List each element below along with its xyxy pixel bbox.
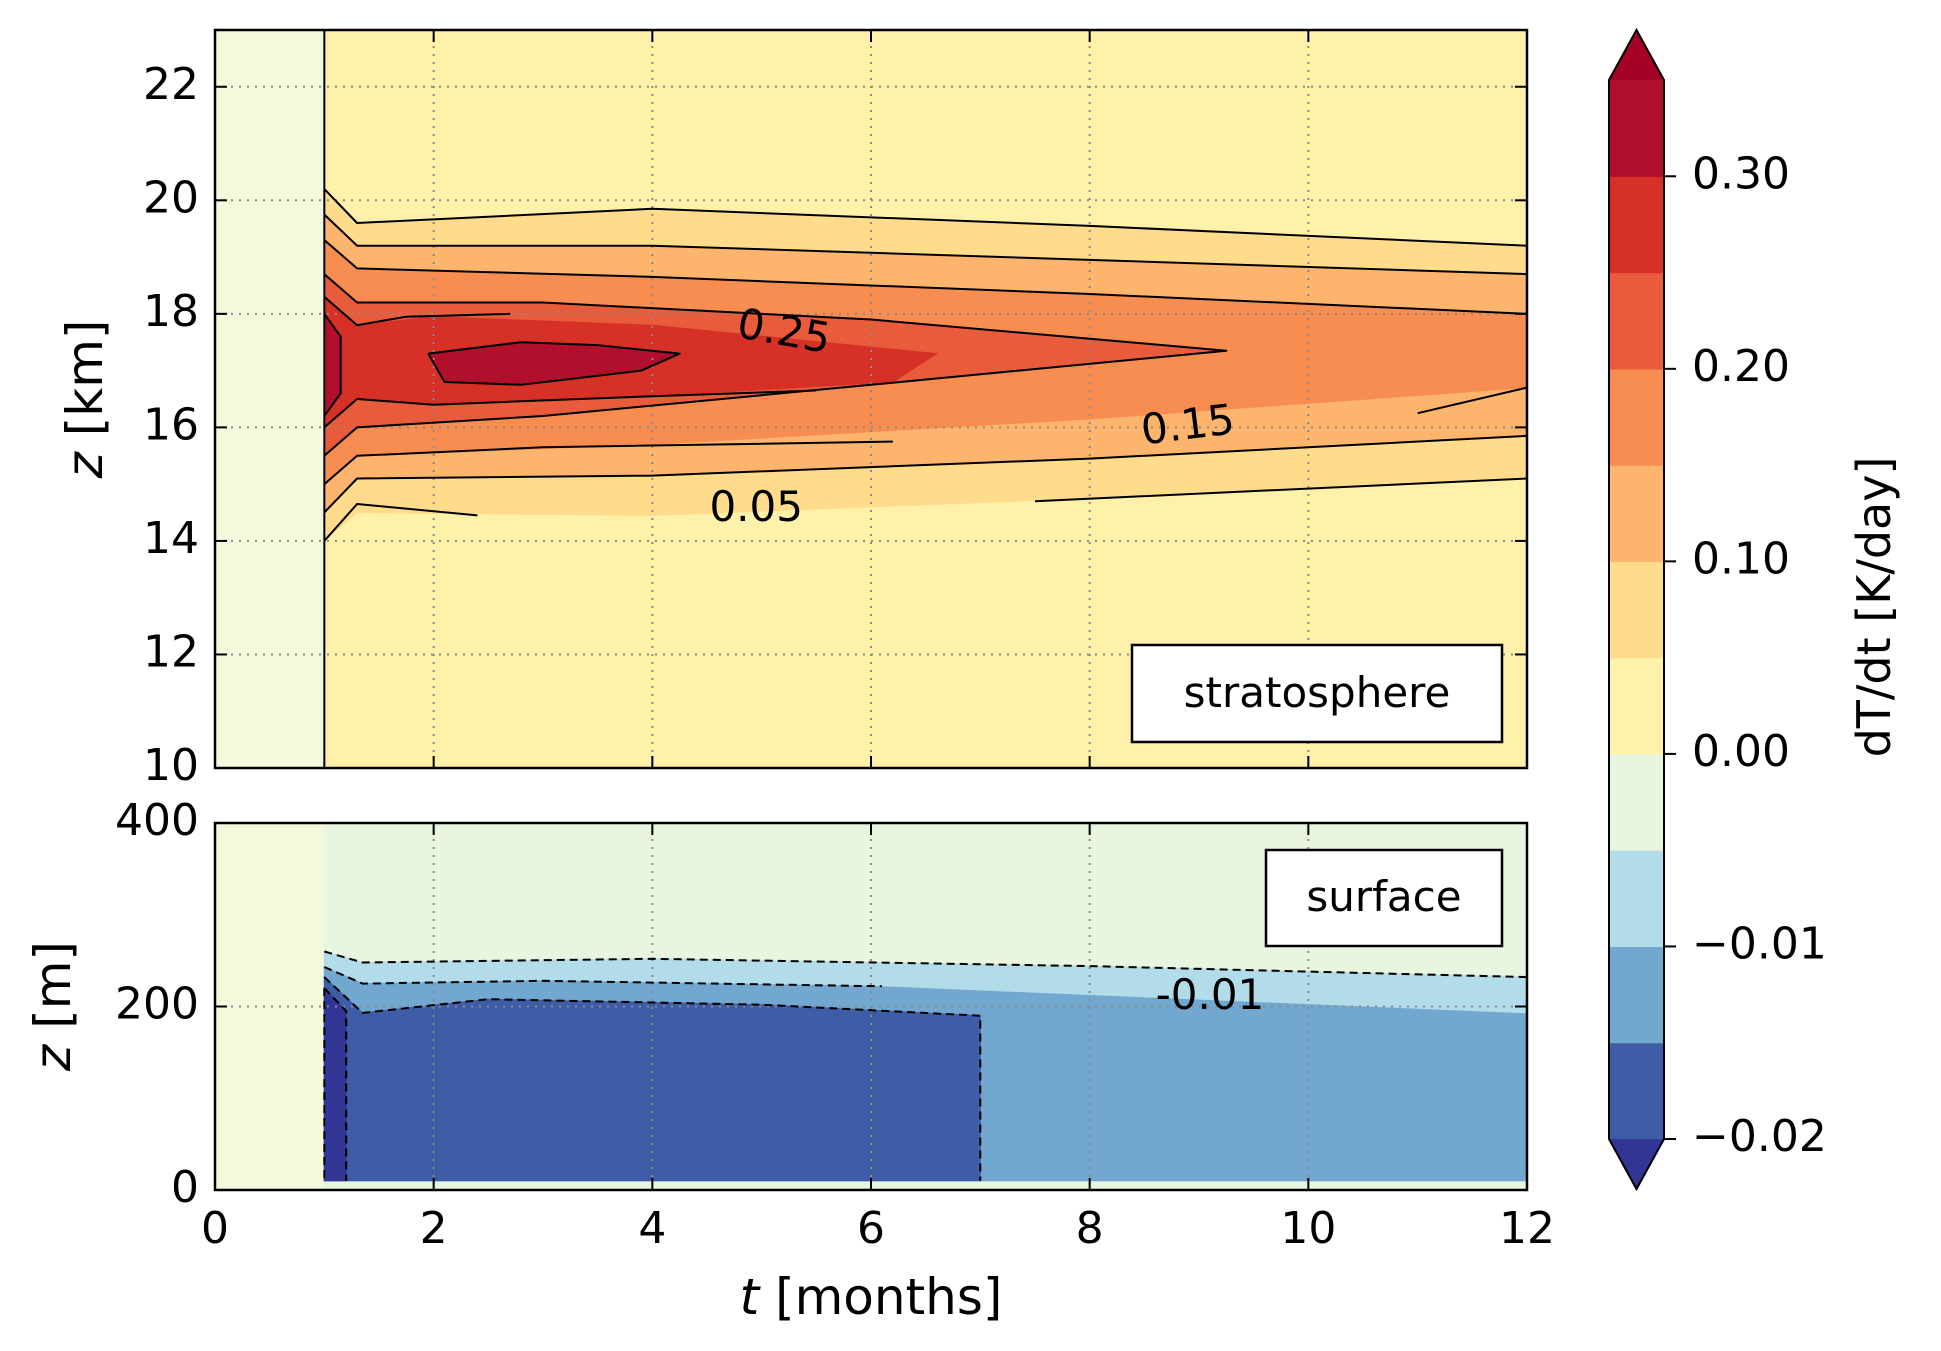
stratosphere-contour-3: [323, 213, 1527, 276]
surface-ytick-label-0: 0: [171, 1162, 199, 1213]
x-tick-label-1: 2: [420, 1203, 448, 1254]
stratosphere-label-box: stratosphere: [1130, 643, 1504, 744]
colorbar-swatch-3: [1609, 753, 1664, 851]
stratosphere-contour-8: [323, 273, 1228, 457]
stratosphere-contour-labels: 0.250.150.05: [709, 299, 1237, 532]
surface-y-axis-label: z [m]: [24, 941, 82, 1072]
stratosphere-ytick-label-4: 18: [143, 286, 199, 337]
colorbar-swatch-5: [1609, 561, 1664, 659]
surface-contour-2: [323, 976, 982, 1181]
stratosphere-contour-label-1: 0.15: [1138, 394, 1237, 454]
colorbar-swatch-6: [1609, 465, 1664, 562]
surface-contour-1: [323, 966, 882, 988]
surface-pre-onset-region: [215, 823, 325, 1190]
stratosphere-contour-7: [1417, 386, 1527, 415]
colorbar-label: dT/dt [K/day]: [1847, 457, 1901, 758]
stratosphere-contour-0: [323, 188, 1527, 247]
colorbar-swatch-10: [1609, 80, 1664, 177]
x-tick-label-4: 8: [1076, 1203, 1104, 1254]
colorbar-swatch-4: [1609, 657, 1664, 755]
surface-fill-region-3: [323, 986, 347, 1182]
colorbar: −0.02 −0.01 0.00 0.10 0.20 0.30 dT/dt [K/day]: [1608, 27, 1901, 1192]
stratosphere-label: stratosphere: [1184, 668, 1451, 717]
stratosphere-frame: [213, 28, 1529, 770]
x-axis-ticks: 0 2 4 6 8 10 12: [201, 1203, 1555, 1254]
colorbar-swatch-8: [1609, 272, 1664, 370]
x-tick-label-2: 4: [638, 1203, 666, 1254]
colorbar-swatch-9: [1609, 176, 1664, 274]
x-axis-label: t [months]: [740, 1268, 1003, 1326]
colorbar-swatch-7: [1609, 368, 1664, 466]
stratosphere-contour-label-2: 0.05: [709, 482, 803, 531]
surface-ytick-label-2: 400: [115, 795, 199, 846]
stratosphere-y-axis-label: z [km]: [56, 320, 114, 480]
stratosphere-contour-2: [1034, 477, 1527, 503]
stratosphere-ytick-label-1: 12: [143, 626, 199, 677]
stratosphere-fills: [215, 30, 1527, 768]
surface-contour-3: [323, 987, 348, 1181]
stratosphere-contour-4: [323, 434, 1527, 514]
surface-ytick-label-1: 200: [115, 979, 199, 1030]
colorbar-swatch-2: [1609, 850, 1664, 948]
colorbar-ticks: −0.02 −0.01 0.00 0.10 0.20 0.30: [1664, 148, 1827, 1162]
surface-contour-0: [324, 950, 1527, 979]
surface-contours: [323, 950, 1527, 1181]
stratosphere-contour-10: [323, 389, 817, 429]
colorbar-swatch-1: [1609, 946, 1664, 1044]
surface-contour-label-0: -0.01: [1156, 970, 1265, 1019]
x-tick-label-0: 0: [201, 1203, 229, 1254]
stratosphere-ytick-label-0: 10: [143, 740, 199, 791]
colorbar-swatches: [1608, 27, 1665, 1192]
stratosphere-ytick-label-3: 16: [143, 399, 199, 450]
stratosphere-contours: [323, 30, 1527, 768]
colorbar-tick-label-2: 0.00: [1692, 726, 1790, 777]
stratosphere-contour-9: [323, 296, 511, 327]
stratosphere-contour-5: [323, 239, 1527, 315]
stratosphere-contour-11: [323, 313, 342, 417]
stratosphere-ytick-label-6: 22: [143, 59, 199, 110]
surface-frame: [213, 821, 1529, 1192]
stratosphere-ytick-label-5: 20: [143, 172, 199, 223]
stratosphere-grid: [215, 30, 1527, 768]
surface-panel: -0.01 0 200 400 surface z [m]: [24, 795, 1529, 1213]
x-tick-label-6: 12: [1499, 1203, 1555, 1254]
stratosphere-pre-onset-region: [215, 30, 325, 768]
stratosphere-contour-12: [427, 341, 681, 386]
colorbar-swatch-0: [1609, 1042, 1664, 1140]
surface-grid: [215, 823, 1527, 1190]
surface-label-box: surface: [1264, 848, 1504, 948]
stratosphere-ytick-label-2: 14: [143, 513, 199, 564]
x-tick-label-3: 6: [857, 1203, 885, 1254]
stratosphere-contour-1: [323, 503, 478, 542]
x-tick-label-5: 10: [1280, 1203, 1336, 1254]
colorbar-under-arrow: [1609, 1139, 1664, 1189]
colorbar-tick-label-4: 0.20: [1692, 341, 1790, 392]
colorbar-tick-label-1: −0.01: [1692, 918, 1827, 969]
colorbar-tick-label-0: −0.02: [1692, 1111, 1827, 1162]
colorbar-over-arrow: [1609, 30, 1664, 80]
colorbar-tick-label-3: 0.10: [1692, 533, 1790, 584]
colorbar-tick-label-5: 0.30: [1692, 148, 1790, 199]
stratosphere-contour-6: [323, 440, 893, 485]
stratosphere-ticks: 10 12 14 16 18 20 22: [143, 30, 1528, 791]
surface-label: surface: [1306, 872, 1461, 921]
surface-contour-labels: -0.01: [1156, 970, 1265, 1019]
